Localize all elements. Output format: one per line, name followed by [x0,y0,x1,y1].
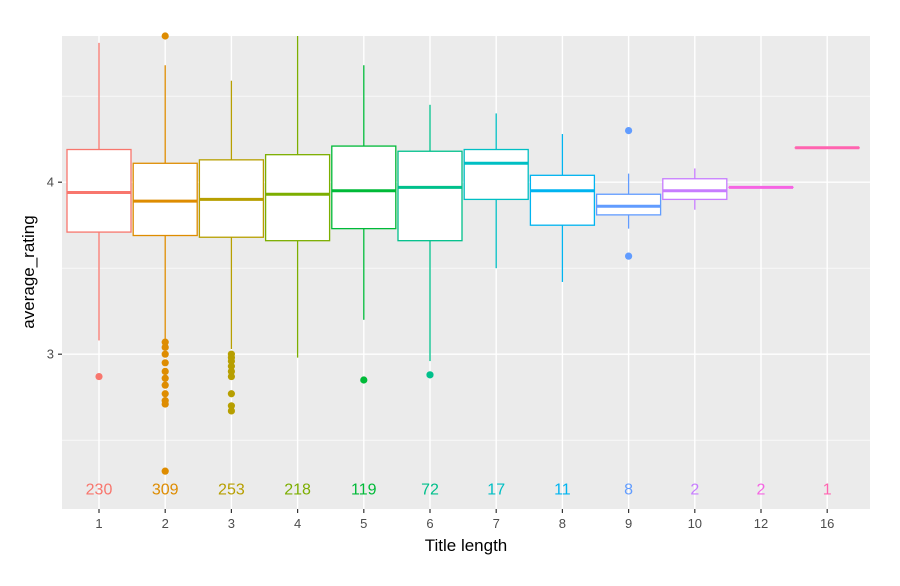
box [595,193,662,216]
count-label: 253 [218,481,245,498]
outlier-point [161,390,169,398]
y-axis-title: average_rating [19,215,38,328]
x-tick-label: 1 [95,516,102,531]
x-tick-label: 9 [625,516,632,531]
count-label: 11 [554,481,571,498]
outlier-point [426,371,434,379]
count-label: 218 [284,481,311,498]
boxes [66,32,860,475]
box-group-9 [595,127,662,260]
box [264,154,331,242]
count-label: 17 [487,481,505,498]
count-label: 1 [823,481,832,498]
x-tick-label: 7 [493,516,500,531]
x-tick-label: 6 [426,516,433,531]
count-label: 309 [152,481,179,498]
outlier-point [227,407,235,415]
count-label: 230 [86,481,113,498]
outlier-point [161,374,169,382]
box-group-2 [132,32,198,475]
outlier-point [161,359,169,367]
outlier-point [227,357,235,365]
box [463,148,529,201]
y-tick-label: 4 [47,175,54,190]
outlier-point [227,362,235,370]
count-labels: 230 309 253 218 119 72 17 11 8 2 2 1 [86,481,832,498]
box-group-7 [463,113,529,269]
x-tick-label: 4 [294,516,301,531]
count-label: 119 [351,481,377,498]
y-tick-label: 3 [47,347,54,362]
outlier-point [227,367,235,375]
x-tick-label: 8 [559,516,566,531]
box [529,174,596,226]
outlier-point [95,372,103,381]
box-group-1 [66,42,132,381]
x-tick-label: 16 [820,516,834,531]
outlier-point [227,402,235,410]
outlier-point [625,127,633,135]
outlier-point [161,32,169,40]
box-group-8 [529,134,596,282]
box-group-10 [662,168,728,210]
box [331,145,397,230]
box-group-4 [264,36,331,358]
count-label: 2 [757,481,766,498]
count-label: 2 [690,481,699,498]
box [66,148,132,233]
outlier-point [161,338,169,346]
x-tick-label: 10 [688,516,702,531]
x-tick-label: 2 [162,516,169,531]
x-tick-label: 3 [228,516,235,531]
box [132,162,198,237]
x-axis-title: Title length [425,536,508,555]
outlier-point [161,343,169,351]
panel-background [62,36,870,509]
x-tick-label: 5 [360,516,367,531]
outlier-point [161,467,169,475]
box [662,178,728,201]
outlier-point [227,390,235,398]
count-label: 8 [624,481,633,498]
box [397,150,463,242]
box-group-6 [397,104,463,379]
outlier-point [227,372,235,381]
x-tick-label: 12 [754,516,768,531]
outlier-point [360,376,368,384]
outlier-point [161,367,169,375]
outlier-point [161,400,169,408]
count-label: 72 [421,481,439,498]
box-group-5 [331,65,397,384]
box-group-3 [198,80,265,415]
outlier-point [625,252,633,260]
outlier-point [161,350,169,358]
axes: 341 2 3 4 5 6 7 8 9 10 12 16 [47,175,835,531]
outlier-point [161,381,169,389]
